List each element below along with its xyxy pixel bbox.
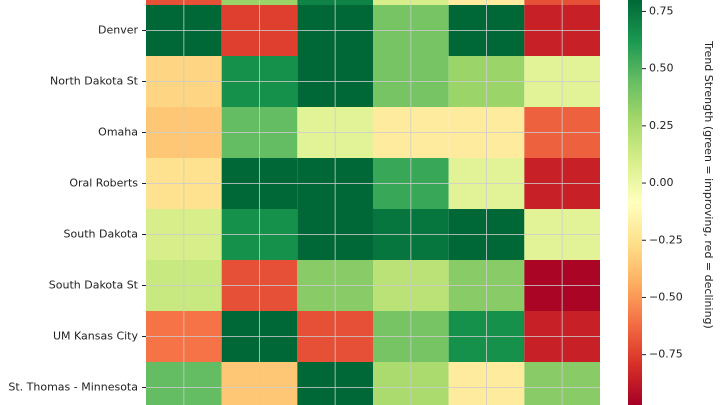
colorbar-tick-label: 0.75 <box>649 4 674 17</box>
y-tick-label: South Dakota St <box>49 279 139 292</box>
y-tick-label: South Dakota <box>64 228 138 241</box>
colorbar-tick-label: −0.75 <box>649 348 683 361</box>
y-tick-label: UM Kansas City <box>53 330 139 343</box>
colorbar-tick-label: 0.50 <box>649 62 674 75</box>
colorbar-tick-label: 0.00 <box>649 176 674 189</box>
y-tick-label: North Dakota St <box>50 75 139 88</box>
colorbar-tick-label: −0.50 <box>649 290 683 303</box>
colorbar-label: Trend Strength (green = improving, red =… <box>702 40 715 329</box>
colorbar-tick-label: 0.25 <box>649 119 674 132</box>
colorbar <box>628 0 642 405</box>
y-tick-label: St. Thomas - Minnesota <box>8 381 138 394</box>
y-tick-label: Omaha <box>98 126 138 139</box>
heatmap <box>146 0 600 405</box>
y-tick-label: Oral Roberts <box>69 177 138 190</box>
colorbar-tick-label: −0.25 <box>649 233 683 246</box>
y-tick-label: Denver <box>98 24 138 37</box>
